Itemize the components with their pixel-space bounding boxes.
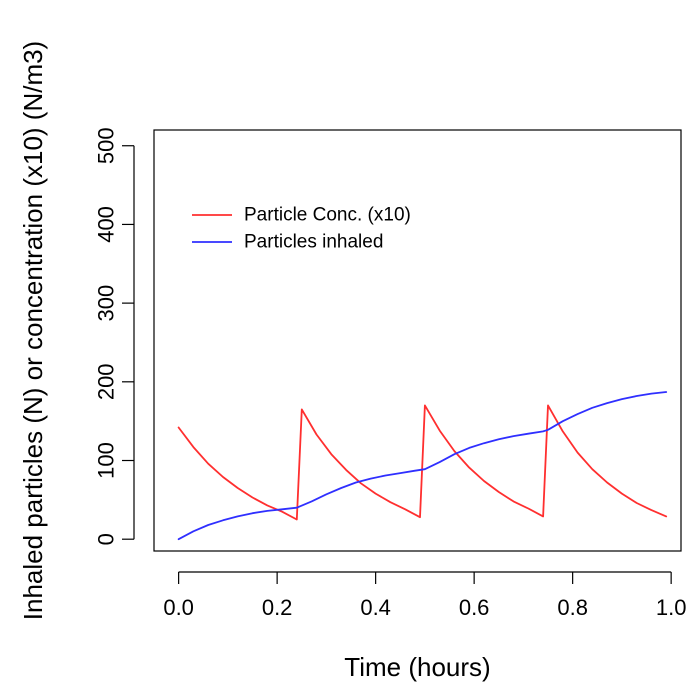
legend-label-particle-conc-x10: Particle Conc. (x10) <box>244 205 411 226</box>
x-tick-label: 1.0 <box>656 595 687 620</box>
series-line-particles-inhaled <box>177 391 668 541</box>
x-tick-label: 0.4 <box>360 595 391 620</box>
series-layer <box>177 391 668 541</box>
x-axis-label: Time (hours) <box>344 652 490 682</box>
y-tick-label: 0 <box>94 533 119 545</box>
y-tick-label: 400 <box>94 206 119 243</box>
plot-frame <box>153 129 682 552</box>
x-tick-label: 0.8 <box>557 595 588 620</box>
y-tick-label: 200 <box>94 363 119 400</box>
legend: Particle Conc. (x10) Particles inhaled <box>192 205 411 253</box>
y-tick-label: 500 <box>94 127 119 164</box>
y-tick-label: 300 <box>94 285 119 322</box>
y-axis-label: Inhaled particles (N) or concentration (… <box>18 41 48 620</box>
x-axis: 0.0 0.2 0.4 0.6 0.8 1.0 <box>163 571 687 620</box>
y-axis: 0 100 200 300 400 500 <box>94 127 135 545</box>
y-tick-label: 100 <box>94 442 119 479</box>
x-tick-label: 0.6 <box>459 595 490 620</box>
x-tick-label: 0.0 <box>163 595 194 620</box>
x-tick-label: 0.2 <box>262 595 293 620</box>
series-line-particle-conc-x10 <box>177 404 668 521</box>
legend-label-particles-inhaled: Particles inhaled <box>244 232 383 253</box>
